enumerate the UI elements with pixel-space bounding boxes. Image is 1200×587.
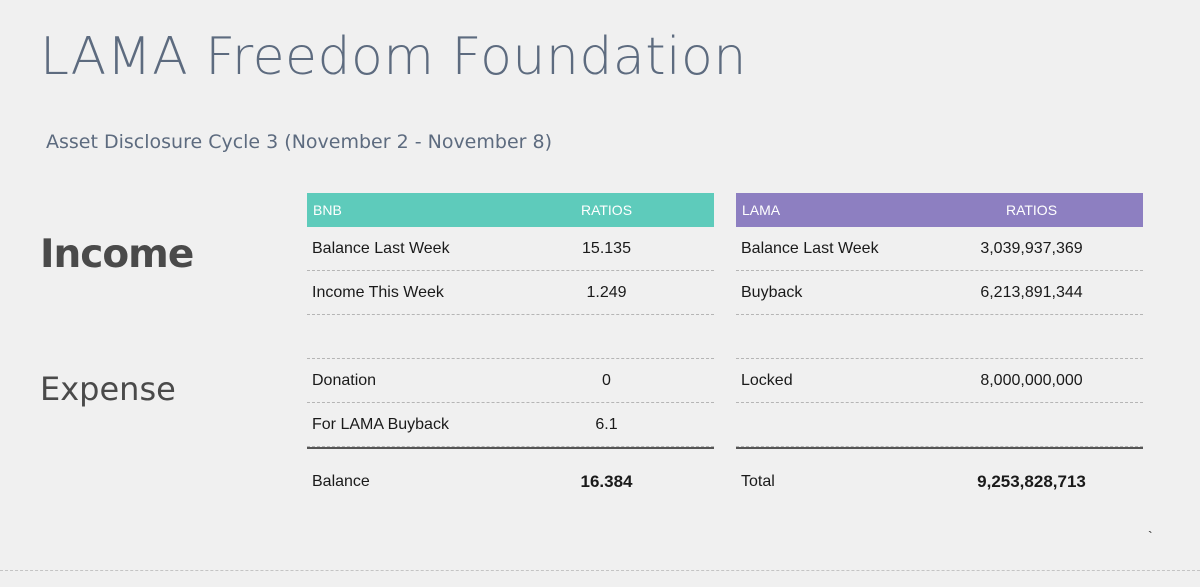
table-row: Balance Last Week 3,039,937,369 <box>736 227 1143 271</box>
table-row: Balance Last Week 15.135 <box>307 227 714 271</box>
row-label: For LAMA Buyback <box>312 415 449 433</box>
bnb-total-row: Balance 16.384 <box>307 447 714 515</box>
lama-table-header: LAMA RATIOS <box>736 193 1143 227</box>
lama-header-label: LAMA <box>742 202 781 218</box>
bnb-header-ratios: RATIOS <box>580 202 633 218</box>
bnb-table-header: BNB RATIOS <box>307 193 714 227</box>
row-value: 6,213,891,344 <box>980 283 1083 301</box>
row-value: 8,000,000,000 <box>980 371 1083 389</box>
lama-header-ratios: RATIOS <box>1005 202 1058 218</box>
lama-total-row: Total 9,253,828,713 <box>736 447 1143 515</box>
lama-table: LAMA RATIOS Balance Last Week 3,039,937,… <box>736 193 1143 515</box>
bnb-header-label: BNB <box>313 202 342 218</box>
row-label: Buyback <box>741 283 803 301</box>
row-value: 15.135 <box>582 239 631 257</box>
stray-mark: ` <box>1148 528 1153 544</box>
table-row: Income This Week 1.249 <box>307 271 714 315</box>
row-label: Locked <box>741 371 793 389</box>
row-value: 0 <box>602 371 611 389</box>
table-row <box>307 315 714 359</box>
row-value: 1.249 <box>586 283 627 301</box>
table-row: Donation 0 <box>307 359 714 403</box>
total-label: Balance <box>312 473 370 490</box>
income-section-label: Income <box>40 232 194 277</box>
row-label: Income This Week <box>312 283 444 301</box>
table-row: Buyback 6,213,891,344 <box>736 271 1143 315</box>
row-label: Balance Last Week <box>741 239 879 257</box>
expense-section-label: Expense <box>40 370 176 408</box>
table-row: For LAMA Buyback 6.1 <box>307 403 714 447</box>
row-label: Balance Last Week <box>312 239 450 257</box>
page-subtitle: Asset Disclosure Cycle 3 (November 2 - N… <box>46 131 552 153</box>
page-title: LAMA Freedom Foundation <box>40 27 747 87</box>
total-value: 9,253,828,713 <box>977 472 1086 491</box>
row-value: 3,039,937,369 <box>980 239 1083 257</box>
bottom-divider <box>0 570 1200 571</box>
table-row <box>736 403 1143 447</box>
table-row: Locked 8,000,000,000 <box>736 359 1143 403</box>
table-row <box>736 315 1143 359</box>
bnb-table: BNB RATIOS Balance Last Week 15.135 Inco… <box>307 193 714 515</box>
total-label: Total <box>741 473 775 490</box>
row-value: 6.1 <box>595 415 618 433</box>
row-label: Donation <box>312 371 377 389</box>
total-value: 16.384 <box>580 472 633 491</box>
